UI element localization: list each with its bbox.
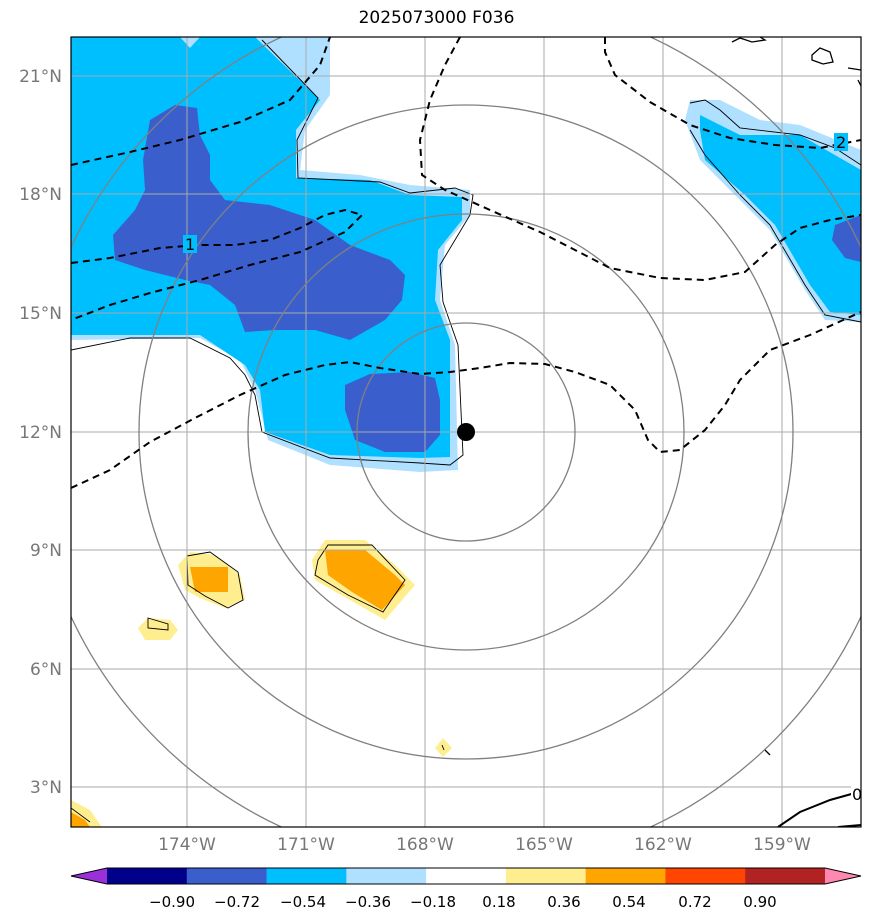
colorbar-segment: [346, 868, 427, 884]
lon-label: 165°W: [515, 835, 573, 855]
plot-area: 1 2 0: [71, 37, 862, 827]
latitude-labels: 21°N 18°N 15°N 12°N 9°N 6°N 3°N: [19, 67, 62, 798]
storm-center-marker: [457, 423, 475, 441]
colorbar-segment: [505, 868, 587, 884]
lon-label: 171°W: [277, 835, 335, 855]
lon-label: 159°W: [753, 835, 811, 855]
colorbar-ticks: −0.90 −0.72 −0.54 −0.36 −0.18 0.18 0.36 …: [149, 893, 777, 911]
colorbar: [70, 867, 862, 885]
field-orange: [71, 550, 405, 827]
lat-label: 3°N: [30, 778, 62, 798]
lat-label: 6°N: [30, 660, 62, 680]
lat-label: 21°N: [19, 67, 62, 87]
lat-label: 9°N: [30, 541, 62, 561]
colorbar-tick-label: 0.54: [612, 893, 645, 911]
dashed-contours: [71, 37, 861, 489]
lat-label: 15°N: [19, 304, 62, 324]
colorbar-tick-label: −0.54: [280, 893, 326, 911]
colorbar-segment: [585, 868, 666, 884]
colorbar-segment: [665, 868, 746, 884]
colorbar-tick-label: −0.18: [410, 893, 456, 911]
lat-label: 12°N: [19, 423, 62, 443]
lon-label: 162°W: [634, 835, 692, 855]
colorbar-segment: [107, 868, 188, 884]
colorbar-segment: [426, 868, 507, 884]
lon-label: 168°W: [396, 835, 454, 855]
colorbar-tick-label: 0.90: [743, 893, 776, 911]
colorbar-segment: [266, 868, 347, 884]
colorbar-segment: [745, 868, 826, 884]
colorbar-tick-label: 0.18: [482, 893, 515, 911]
contour-label: 2: [836, 133, 846, 152]
colorbar-extend-high: [825, 868, 861, 884]
map-title: 2025073000 F036: [358, 8, 515, 28]
map-frame: [70, 36, 862, 828]
colorbar-outline: [70, 867, 862, 885]
contour-label: 0: [852, 785, 862, 804]
range-rings: [71, 37, 861, 827]
colorbar-tick-label: −0.72: [214, 893, 260, 911]
gridlines: [71, 37, 861, 827]
contour-labels: 1 2 0: [183, 133, 862, 804]
coastlines: [731, 37, 861, 756]
colorbar-tick-label: 0.72: [678, 893, 711, 911]
lat-label: 18°N: [19, 185, 62, 205]
colorbar-tick-label: −0.36: [345, 893, 391, 911]
longitude-labels: 174°W 171°W 168°W 165°W 162°W 159°W: [158, 835, 811, 855]
colorbar-extend-low: [71, 868, 107, 884]
lon-label: 174°W: [158, 835, 216, 855]
colorbar-segment: [186, 868, 268, 884]
solid-contours: [777, 792, 861, 827]
colorbar-tick-label: −0.90: [149, 893, 195, 911]
contour-label: 1: [185, 235, 195, 254]
colorbar-tick-label: 0.36: [547, 893, 580, 911]
